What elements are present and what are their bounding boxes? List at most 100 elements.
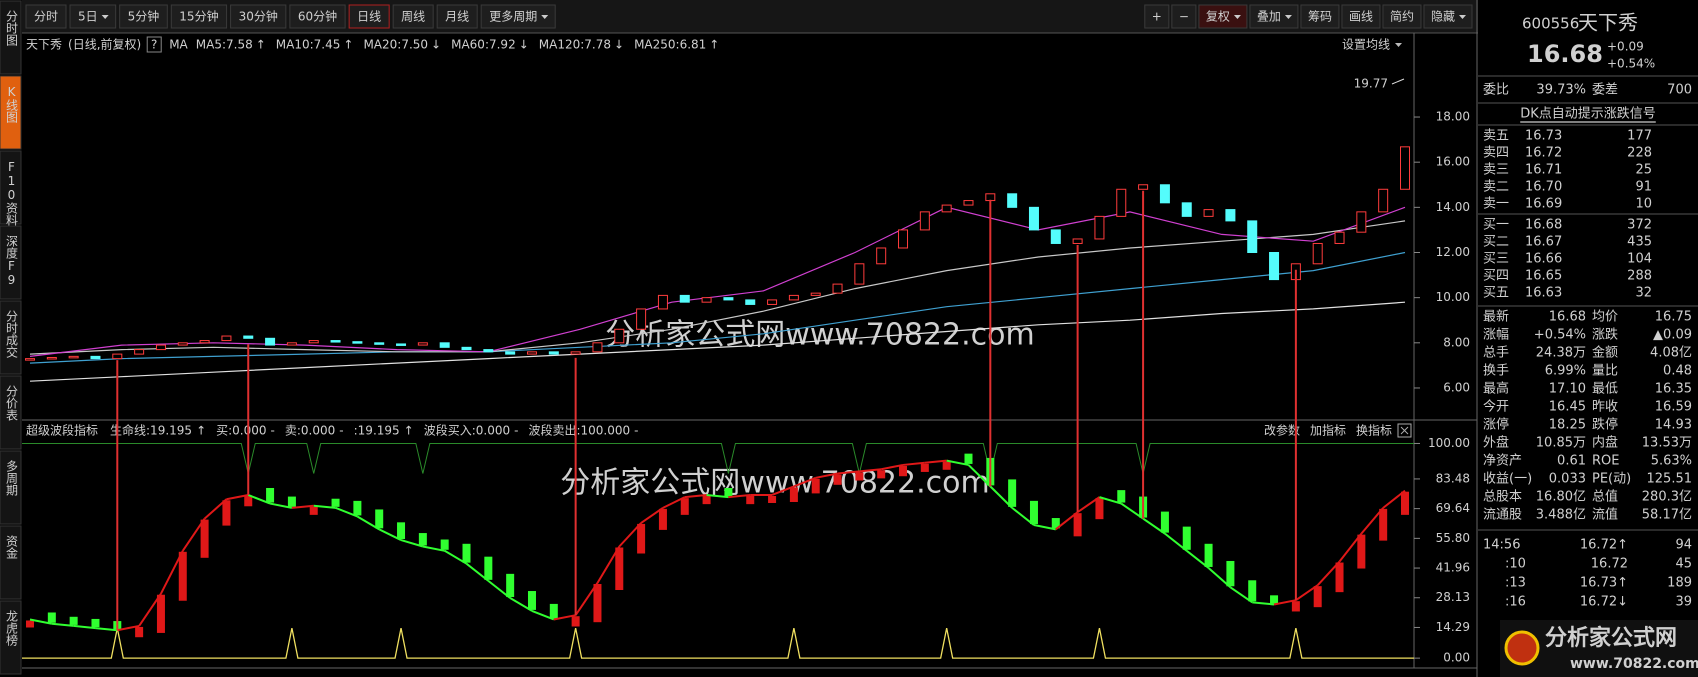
stat-label: 均价 [1592, 310, 1618, 325]
book-label: 买二 [1483, 235, 1509, 250]
y-tick-label: 12.00 [1436, 245, 1470, 259]
tool-button[interactable] [1423, 4, 1473, 29]
tool-label[interactable]: 隐藏 [1431, 10, 1455, 24]
period-tab[interactable] [119, 4, 168, 29]
dk-link[interactable]: DK点自动提示涨跌信号 [1520, 106, 1656, 122]
stat-value: 18.25 [1549, 418, 1586, 433]
indicator-button[interactable]: 改参数 [1264, 423, 1300, 438]
candle [657, 294, 668, 310]
help-icon[interactable]: ? [151, 38, 157, 52]
book-volume: 32 [1635, 286, 1652, 301]
tool-button[interactable] [1341, 4, 1381, 29]
wave-block [1291, 601, 1300, 612]
candle [155, 344, 166, 351]
sidebar-tab[interactable] [0, 0, 22, 75]
sidebar-label[interactable]: K线图 [5, 85, 19, 123]
stat-label: 最低 [1592, 382, 1618, 397]
tool-label[interactable]: 叠加 [1257, 10, 1281, 24]
period-label[interactable]: 周线 [401, 10, 425, 24]
sidebar-tab[interactable] [0, 600, 22, 675]
stat-value: 280.3亿 [1642, 490, 1692, 505]
period-label[interactable]: 60分钟 [298, 9, 337, 24]
sidebar-tab[interactable] [0, 375, 22, 450]
change-pct: +0.54% [1607, 57, 1655, 71]
period-label[interactable]: 15分钟 [179, 9, 218, 24]
period-label[interactable]: 更多周期 [489, 10, 537, 24]
tool-label[interactable]: 复权 [1206, 10, 1230, 24]
tool-label[interactable]: 筹码 [1308, 10, 1332, 24]
period-tab[interactable] [436, 4, 478, 29]
tool-label[interactable]: 画线 [1349, 10, 1373, 24]
period-tab[interactable] [480, 4, 556, 29]
indicator-button[interactable]: 加指标 [1310, 423, 1346, 438]
stat-label: ROE [1592, 454, 1619, 469]
ratio-value: 39.73% [1536, 83, 1586, 98]
wave-block [26, 620, 34, 628]
tool-button[interactable] [1144, 4, 1170, 29]
tick-price: 16.72↓ [1580, 595, 1628, 610]
tool-label[interactable]: + [1152, 10, 1162, 24]
ma-legend: MA20:7.50 [363, 38, 428, 52]
sidebar-label[interactable]: 分时图 [5, 10, 19, 46]
sidebar-tab[interactable] [0, 225, 22, 300]
period-label[interactable]: 分时 [34, 10, 58, 24]
period-tab[interactable] [25, 4, 67, 29]
wave-block [462, 543, 471, 563]
wave-line [902, 461, 925, 466]
sidebar-tab[interactable] [0, 525, 22, 600]
tool-button[interactable] [1198, 4, 1248, 29]
period-label[interactable]: 5日 [78, 10, 98, 24]
sidebar-tab[interactable] [0, 450, 22, 525]
tool-button[interactable] [1382, 4, 1422, 29]
tool-label[interactable]: 简约 [1390, 9, 1414, 24]
candle [898, 229, 909, 249]
wave-line [203, 498, 228, 520]
period-tab[interactable] [348, 4, 390, 29]
ma-arrow: ↑ [343, 38, 353, 52]
period-tab[interactable] [170, 4, 228, 29]
period-label[interactable]: 30分钟 [239, 9, 278, 24]
stat-label: 流通股 [1483, 508, 1522, 523]
candle [1116, 188, 1127, 217]
sidebar-label[interactable]: 资金 [5, 535, 19, 559]
wave-block [222, 500, 231, 526]
ma-settings[interactable]: 设置均线 [1342, 38, 1390, 52]
book-price: 16.72 [1525, 146, 1562, 161]
indicator-button[interactable]: 换指标 [1356, 423, 1392, 438]
close-button[interactable] [1397, 423, 1412, 438]
dropdown-icon [1459, 15, 1466, 19]
sidebar-tab[interactable] [0, 75, 22, 150]
sidebar-label[interactable]: 龙虎榜 [5, 610, 19, 647]
period-tab[interactable] [230, 4, 287, 29]
tool-button[interactable] [1300, 4, 1340, 29]
sidebar-label[interactable]: 分价表 [5, 385, 19, 421]
wave-block [964, 453, 973, 464]
wave-block [680, 498, 689, 515]
period-tab[interactable] [69, 4, 117, 29]
sidebar-label[interactable]: 多周期 [5, 460, 19, 496]
wave-block [287, 496, 296, 507]
wave-line [247, 494, 271, 505]
period-tab[interactable] [289, 4, 346, 29]
period-tab[interactable] [392, 4, 434, 29]
sidebar-tab[interactable] [0, 150, 22, 225]
book-price: 16.67 [1525, 235, 1562, 250]
tool-button[interactable] [1171, 4, 1197, 29]
stat-value: 5.63% [1651, 454, 1692, 469]
sidebar-label[interactable]: 深度F9 [5, 235, 19, 287]
sidebar-label[interactable]: F10资料 [5, 160, 19, 226]
sidebar-label[interactable]: 分时成交 [5, 310, 19, 359]
book-label: 买三 [1483, 252, 1509, 267]
ma-line [29, 251, 1406, 364]
tool-button[interactable] [1249, 4, 1299, 29]
last-price: 16.68 [1527, 40, 1603, 68]
candle [265, 337, 276, 346]
tool-label[interactable]: − [1179, 10, 1189, 24]
wave-block [571, 616, 580, 627]
candle [1050, 229, 1061, 244]
period-label[interactable]: 5分钟 [128, 9, 160, 24]
sidebar-tab[interactable] [0, 300, 22, 375]
period-label[interactable]: 月线 [445, 10, 469, 24]
period-label[interactable]: 日线 [357, 10, 381, 24]
